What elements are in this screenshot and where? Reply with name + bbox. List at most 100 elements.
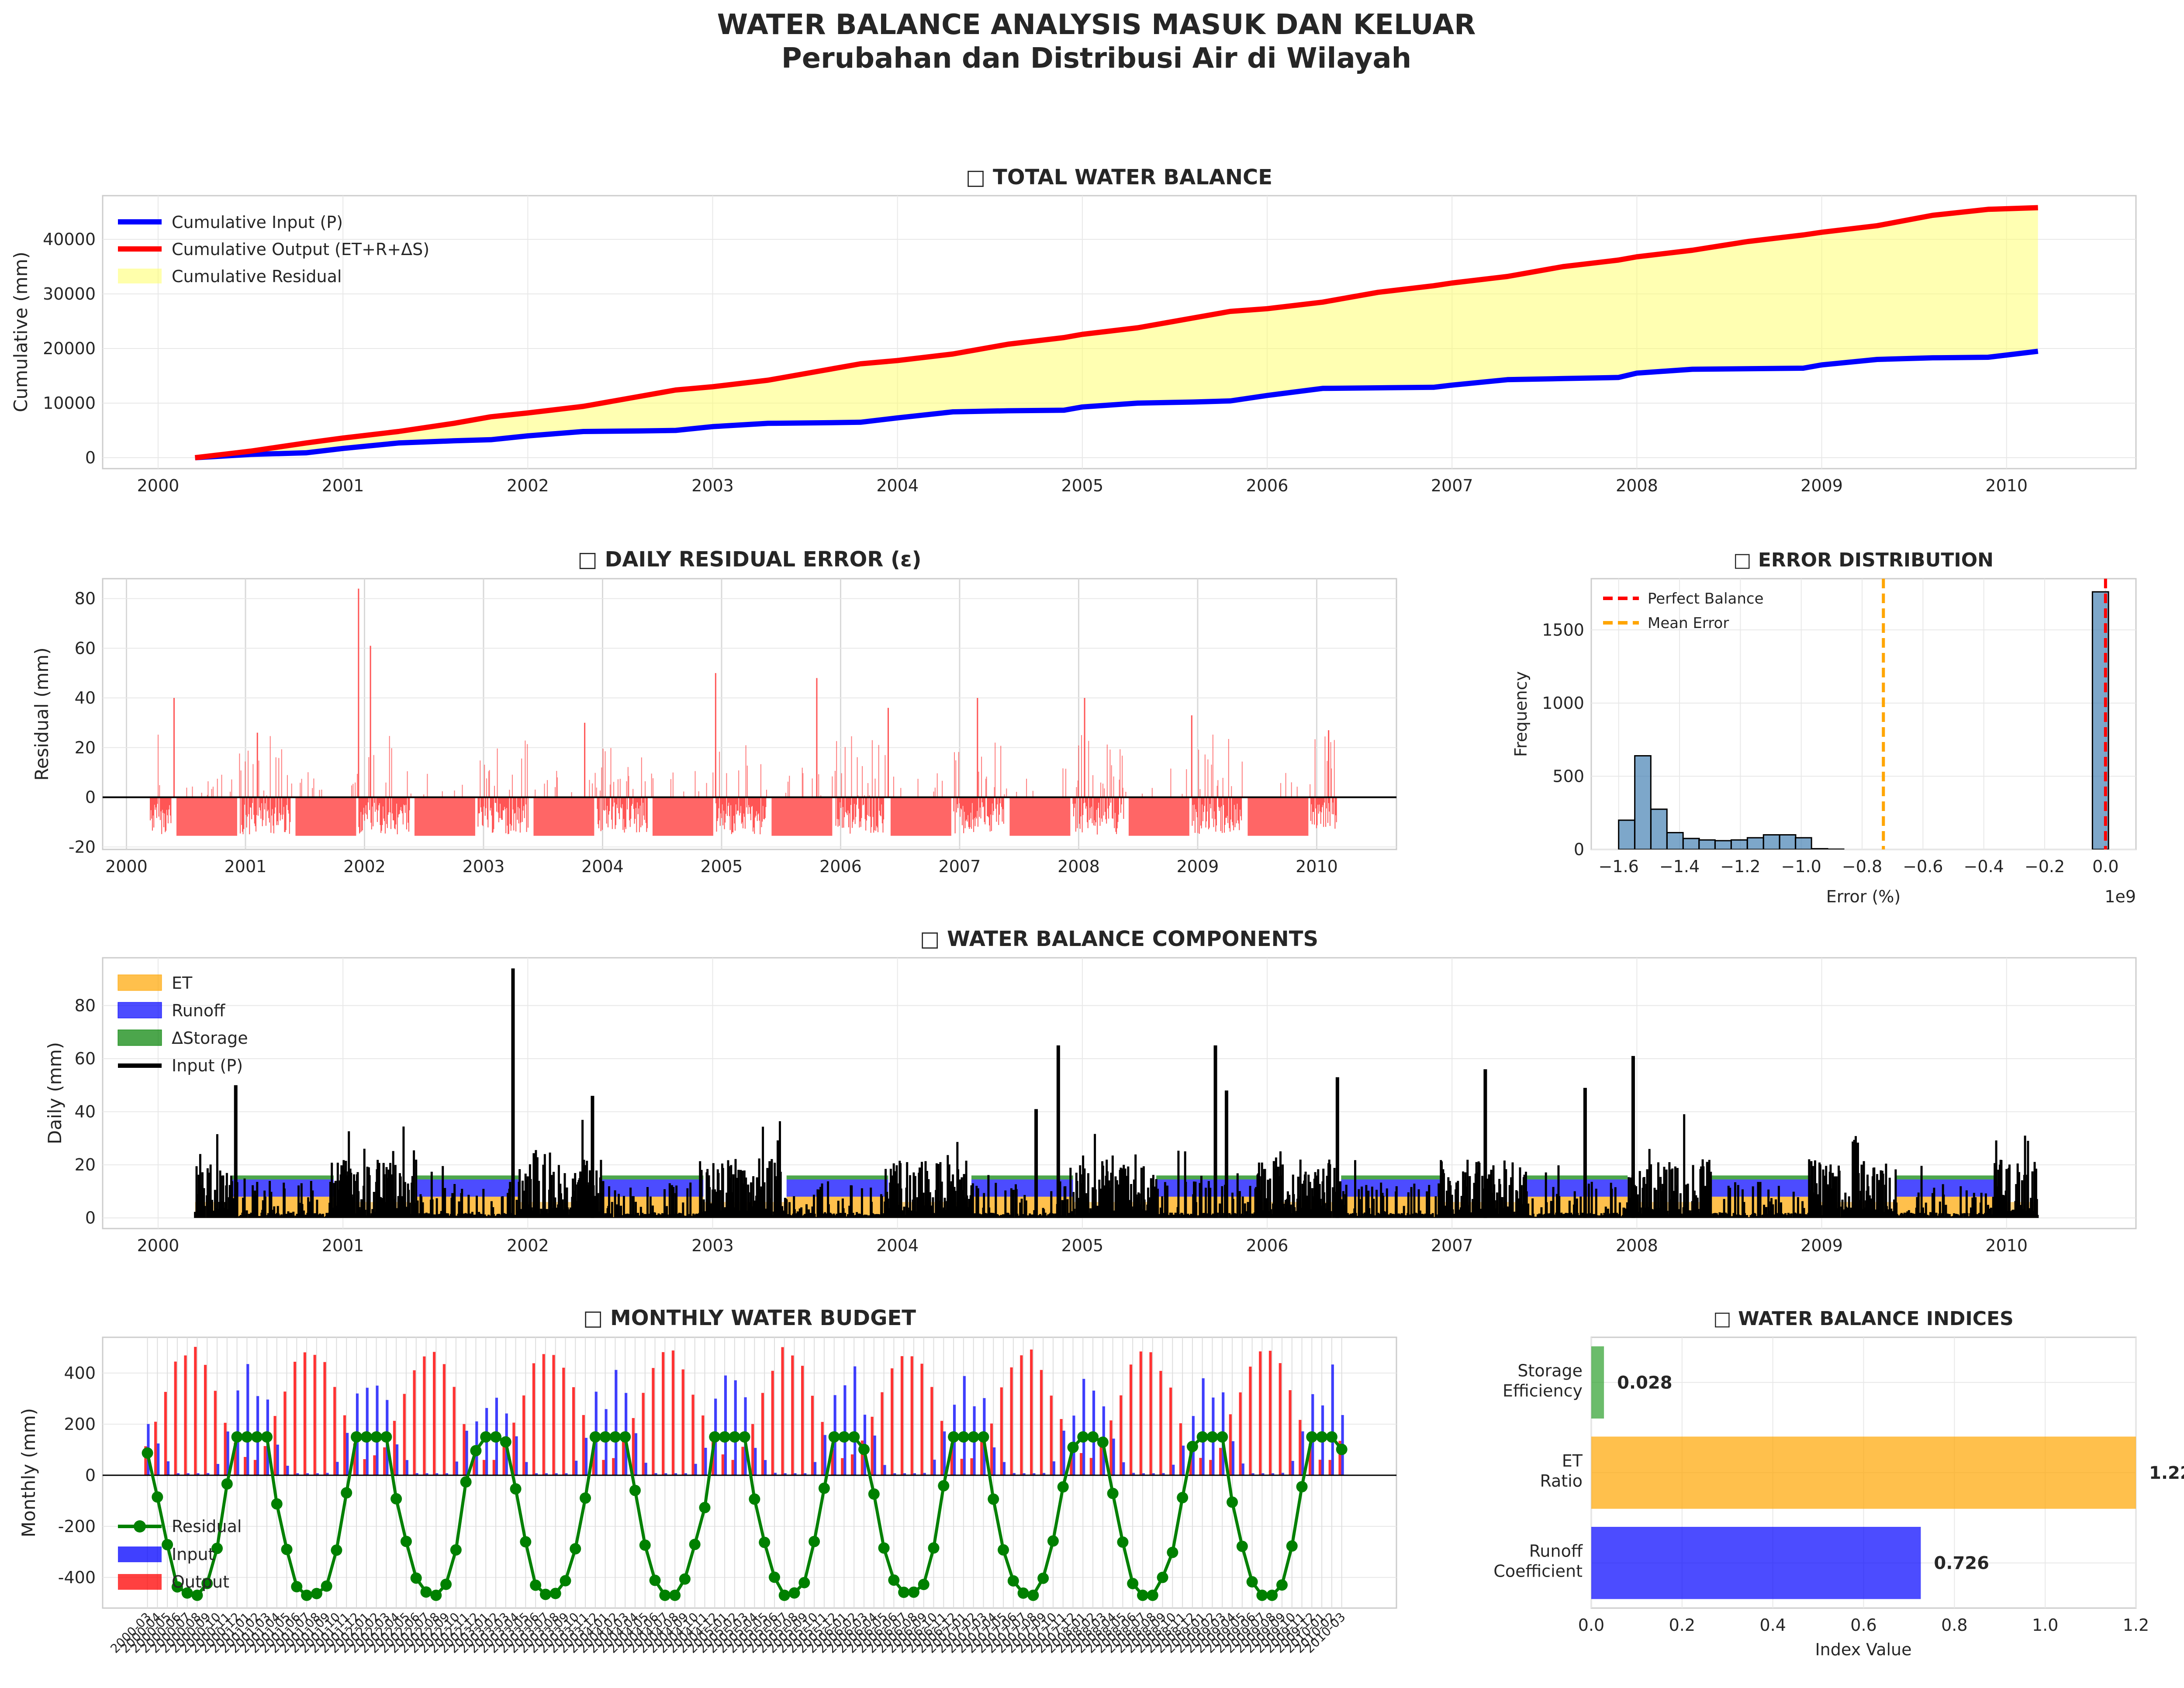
y-tick-label: 0: [1574, 840, 1584, 859]
input-bar: [813, 1462, 817, 1475]
panel-errdist-ylabel: Frequency: [1511, 671, 1531, 757]
output-bar: [930, 1387, 933, 1475]
residual-marker: [729, 1431, 740, 1443]
panel-daily-residual: □ DAILY RESIDUAL ERROR (ε) 2000 2001 2002 2…: [31, 547, 1397, 876]
input-bar: [664, 1473, 667, 1475]
x-tick-label: 2002: [507, 476, 549, 495]
residual-marker: [1336, 1443, 1348, 1455]
output-bar: [702, 1415, 705, 1475]
output-bar: [432, 1352, 436, 1475]
residual-marker: [301, 1589, 313, 1601]
residual-marker: [888, 1574, 900, 1586]
output-bar: [761, 1393, 764, 1475]
residual-marker: [778, 1589, 790, 1601]
output-bar: [204, 1365, 207, 1475]
dstorage-band: [1156, 1175, 1258, 1180]
residual-marker: [609, 1431, 621, 1443]
residual-marker: [1286, 1540, 1298, 1552]
residual-dry-season-block: [1248, 797, 1309, 836]
dstorage-band: [1711, 1175, 1813, 1180]
output-bar: [801, 1366, 804, 1475]
input-bar: [1082, 1379, 1085, 1475]
residual-marker: [570, 1543, 581, 1555]
panel-errdist-ticks: −1.6 −1.4 −1.2 −1.0 −0.8 −0.6 −0.4 −0.2 0.0 0 500 1…: [1542, 620, 2118, 876]
x-tick-label: 2000: [137, 476, 180, 495]
residual-marker: [669, 1589, 681, 1601]
input-bar: [854, 1366, 857, 1475]
panel-total-ylabel: Cumulative (mm): [10, 252, 31, 412]
input-bar: [435, 1473, 439, 1475]
panel-residual-ylabel: Residual (mm): [31, 647, 52, 780]
input-bar: [316, 1473, 319, 1475]
y-tick-label: 10000: [43, 394, 96, 413]
x-tick-label: 2004: [876, 476, 919, 495]
legend-label-cum-output: Cumulative Output (ET+R+ΔS): [172, 240, 429, 259]
residual-marker: [171, 1581, 183, 1593]
residual-marker: [211, 1543, 223, 1554]
y-tick-label: 0: [85, 1466, 96, 1485]
residual-marker: [152, 1491, 163, 1503]
output-bar: [1010, 1367, 1013, 1475]
x-tick-label: 1.0: [2032, 1616, 2058, 1635]
residual-marker: [1007, 1575, 1019, 1587]
output-bar: [1079, 1453, 1083, 1475]
input-bar: [286, 1466, 289, 1475]
residual-marker: [1316, 1431, 1328, 1443]
legend-label-cum-residual: Cumulative Residual: [172, 267, 342, 286]
y-tick-label: -400: [58, 1568, 96, 1587]
index-category-label-line: Ratio: [1540, 1471, 1583, 1491]
legend-swatch-dstorage: [117, 1029, 162, 1046]
residual-dry-season-block: [652, 797, 713, 836]
x-tick-label: 0.0: [2092, 857, 2118, 876]
legend-label-mean-error: Mean Error: [1648, 614, 1729, 632]
residual-marker: [1167, 1546, 1178, 1558]
residual-marker: [818, 1482, 830, 1494]
residual-marker: [430, 1589, 442, 1601]
input-bar: [764, 1460, 767, 1475]
output-bar: [860, 1440, 864, 1475]
output-bar: [283, 1391, 287, 1475]
output-bar: [602, 1460, 605, 1475]
panel-errdist-xlabel: Error (%): [1826, 887, 1901, 906]
output-bar: [1299, 1420, 1302, 1475]
input-bar: [694, 1464, 697, 1475]
dstorage-band: [1526, 1175, 1628, 1180]
output-bar: [821, 1422, 824, 1475]
output-bar: [642, 1393, 645, 1475]
input-bar: [405, 1460, 408, 1475]
input-bar: [1122, 1462, 1125, 1475]
panel-components-ylabel: Daily (mm): [44, 1042, 66, 1144]
panel-monthly-legend: Residual Input Output: [118, 1517, 242, 1591]
output-bar: [1268, 1350, 1272, 1475]
index-bar: [1591, 1346, 1604, 1419]
residual-marker: [420, 1586, 432, 1598]
index-category-label-line: Efficiency: [1503, 1381, 1583, 1400]
residual-marker: [191, 1589, 203, 1601]
residual-marker: [809, 1536, 820, 1547]
residual-negative-spikes: [150, 797, 1337, 835]
index-category-label: Storage Efficiency: [1503, 1361, 1583, 1400]
residual-marker: [181, 1587, 193, 1599]
output-bar: [234, 1442, 237, 1475]
x-tick-label: 2007: [1431, 1236, 1473, 1255]
residual-marker: [649, 1574, 661, 1586]
output-bar: [1318, 1460, 1321, 1475]
input-bar: [804, 1473, 807, 1475]
panel-indices-bars: [1591, 1346, 2136, 1599]
output-bar: [552, 1355, 555, 1475]
residual-marker: [878, 1542, 890, 1554]
residual-marker: [1037, 1572, 1049, 1584]
dstorage-band: [786, 1175, 888, 1180]
x-tick-label: −0.2: [2025, 857, 2065, 876]
dstorage-band: [1341, 1175, 1443, 1180]
residual-marker: [898, 1586, 910, 1598]
residual-marker: [599, 1431, 611, 1443]
panel-errdist-legend: Perfect Balance Mean Error: [1603, 590, 1764, 632]
output-bar: [542, 1354, 545, 1475]
output-bar: [1000, 1387, 1003, 1475]
input-bar: [634, 1433, 637, 1475]
residual-marker: [1147, 1589, 1158, 1601]
output-bar: [423, 1356, 426, 1475]
x-tick-label: 0.0: [1578, 1616, 1604, 1635]
input-bar: [306, 1473, 309, 1475]
